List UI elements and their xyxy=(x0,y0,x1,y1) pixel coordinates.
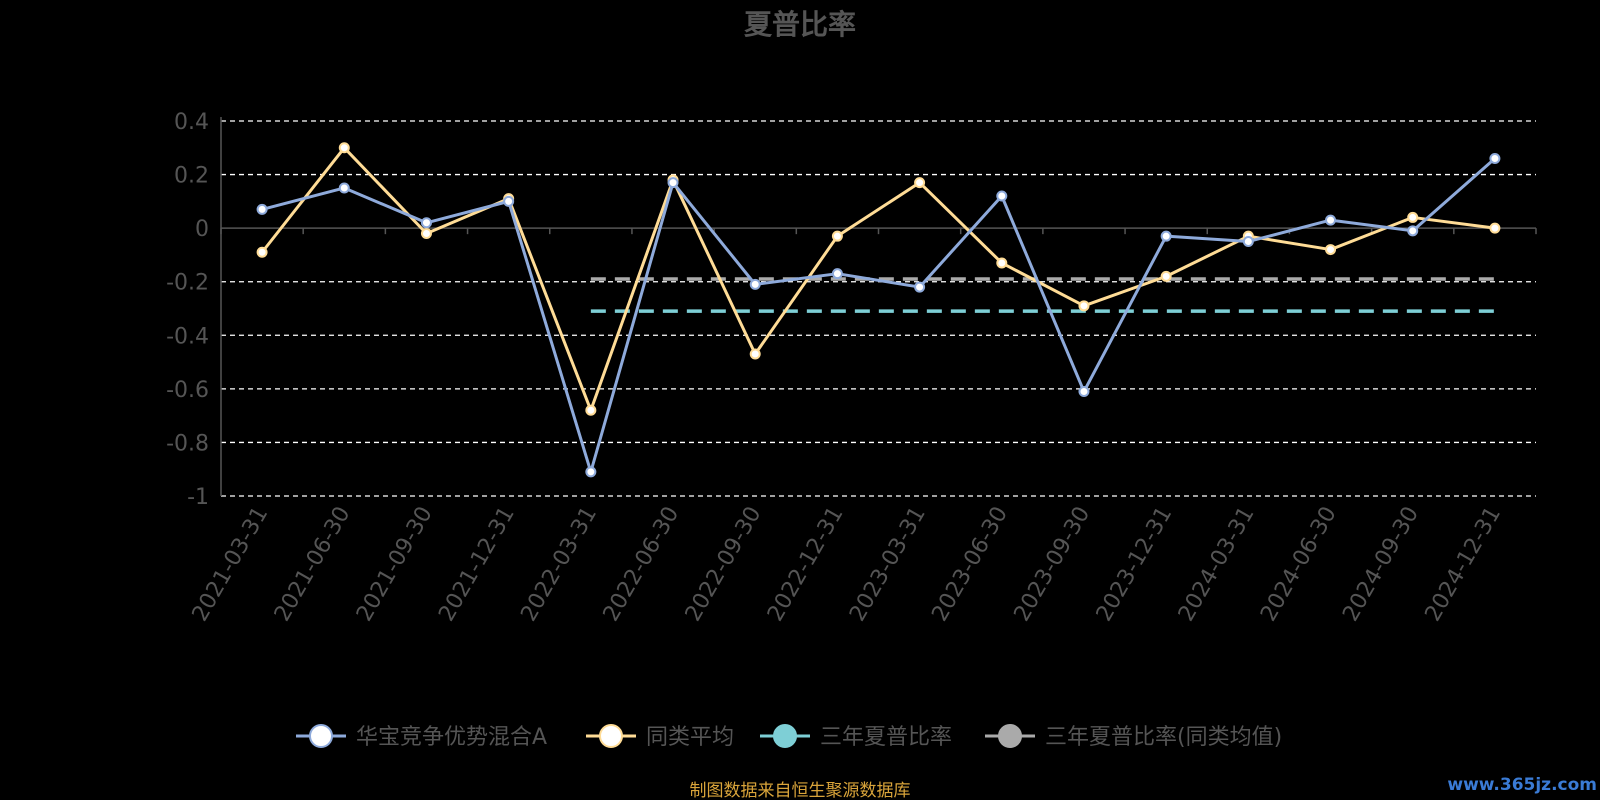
data-point xyxy=(585,466,597,478)
data-point xyxy=(1489,222,1501,234)
x-tick-label: 2021-12-31 xyxy=(434,503,520,626)
x-tick-label: 2024-03-31 xyxy=(1174,503,1260,626)
y-tick-label: 0 xyxy=(195,217,209,242)
data-point xyxy=(1160,270,1172,282)
data-point xyxy=(1407,211,1419,223)
legend-marker xyxy=(773,724,797,748)
legend-item-3[interactable]: 三年夏普比率(同类均值) xyxy=(985,724,1282,750)
data-point xyxy=(749,278,761,290)
x-axis-ticks: 2021-03-312021-06-302021-09-302021-12-31… xyxy=(188,503,1506,626)
data-point xyxy=(1489,153,1501,164)
series-line-0 xyxy=(261,157,1496,474)
x-tick-label: 2022-12-31 xyxy=(763,503,849,626)
legend-marker xyxy=(998,724,1022,748)
y-tick-label: -1 xyxy=(187,485,209,510)
data-point xyxy=(338,182,350,194)
series-layer xyxy=(256,142,1501,478)
data-point xyxy=(1325,244,1337,256)
y-tick-label: 0.2 xyxy=(174,164,209,189)
legend-label: 华宝竞争优势混合A xyxy=(356,725,547,750)
legend-item-0[interactable]: 华宝竞争优势混合A xyxy=(296,724,547,750)
x-tick-label: 2021-06-30 xyxy=(270,503,356,626)
data-point xyxy=(1078,300,1090,312)
x-tick-label: 2023-12-31 xyxy=(1092,503,1178,626)
watermark: www.365jz.com xyxy=(1447,775,1597,795)
data-point xyxy=(914,177,926,189)
x-tick-label: 2021-03-31 xyxy=(188,503,274,626)
axes xyxy=(220,117,1537,496)
legend-label: 同类平均 xyxy=(646,725,734,750)
x-tick-label: 2022-03-31 xyxy=(516,503,602,626)
x-tick-label: 2021-09-30 xyxy=(352,503,438,626)
chart-title: 夏普比率 xyxy=(744,8,856,41)
legend-marker xyxy=(309,724,333,748)
grid-lines xyxy=(221,120,1536,497)
legend-marker xyxy=(599,724,623,748)
data-point xyxy=(831,268,843,280)
data-point xyxy=(420,217,432,229)
data-point xyxy=(420,228,432,239)
series-line-1 xyxy=(260,146,1496,412)
y-tick-label: -0.4 xyxy=(166,324,209,349)
data-point xyxy=(1078,386,1090,398)
legend-label: 三年夏普比率 xyxy=(820,725,952,750)
data-point xyxy=(667,177,679,189)
data-point xyxy=(996,190,1008,202)
legend[interactable]: 华宝竞争优势混合A 同类平均 三年夏普比率 三年夏普比率(同类均值) xyxy=(296,724,1282,750)
y-tick-label: -0.8 xyxy=(166,431,209,456)
x-tick-label: 2023-03-31 xyxy=(845,503,931,626)
data-point xyxy=(585,404,597,416)
data-point xyxy=(914,281,926,293)
y-tick-label: 0.4 xyxy=(174,110,209,135)
x-tick-label: 2022-09-30 xyxy=(681,503,767,626)
legend-item-1[interactable]: 同类平均 xyxy=(586,724,734,750)
data-point xyxy=(1160,230,1172,242)
data-point xyxy=(831,230,843,242)
x-tick-label: 2024-06-30 xyxy=(1256,503,1342,626)
data-point xyxy=(996,257,1008,269)
legend-label: 三年夏普比率(同类均值) xyxy=(1045,725,1282,750)
data-source-note: 制图数据来自恒生聚源数据库 xyxy=(690,781,911,800)
x-tick-label: 2023-09-30 xyxy=(1010,503,1096,626)
data-point xyxy=(503,195,515,207)
data-point xyxy=(1242,236,1254,248)
data-point xyxy=(256,203,268,215)
y-tick-label: -0.6 xyxy=(166,378,209,403)
y-tick-label: -0.2 xyxy=(166,271,209,296)
x-tick-label: 2024-12-31 xyxy=(1421,503,1507,626)
x-tick-label: 2024-09-30 xyxy=(1338,503,1424,626)
legend-item-2[interactable]: 三年夏普比率 xyxy=(760,724,952,750)
data-point xyxy=(338,142,350,154)
data-point xyxy=(256,246,268,258)
data-point xyxy=(1407,225,1419,237)
data-point xyxy=(1325,214,1337,226)
x-tick-label: 2022-06-30 xyxy=(599,503,685,626)
y-axis-ticks: 0.4 0.2 0 -0.2 -0.4 -0.6 -0.8 -1 xyxy=(166,110,209,510)
data-point xyxy=(749,348,761,360)
x-tick-label: 2023-06-30 xyxy=(927,503,1013,626)
